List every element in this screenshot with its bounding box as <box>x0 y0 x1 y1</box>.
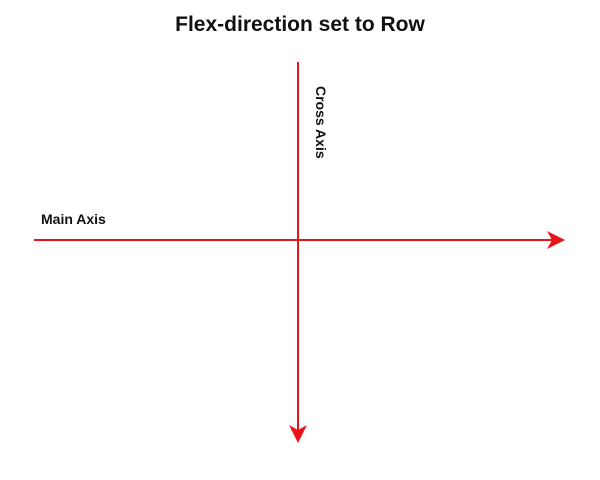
main-axis <box>34 231 565 249</box>
cross-axis <box>289 62 307 443</box>
diagram-title: Flex-direction set to Row <box>175 13 425 36</box>
main-axis-arrowhead <box>547 231 565 249</box>
main-axis-label: Main Axis <box>41 211 106 227</box>
cross-axis-label: Cross Axis <box>313 86 329 159</box>
cross-axis-arrowhead <box>289 425 307 443</box>
